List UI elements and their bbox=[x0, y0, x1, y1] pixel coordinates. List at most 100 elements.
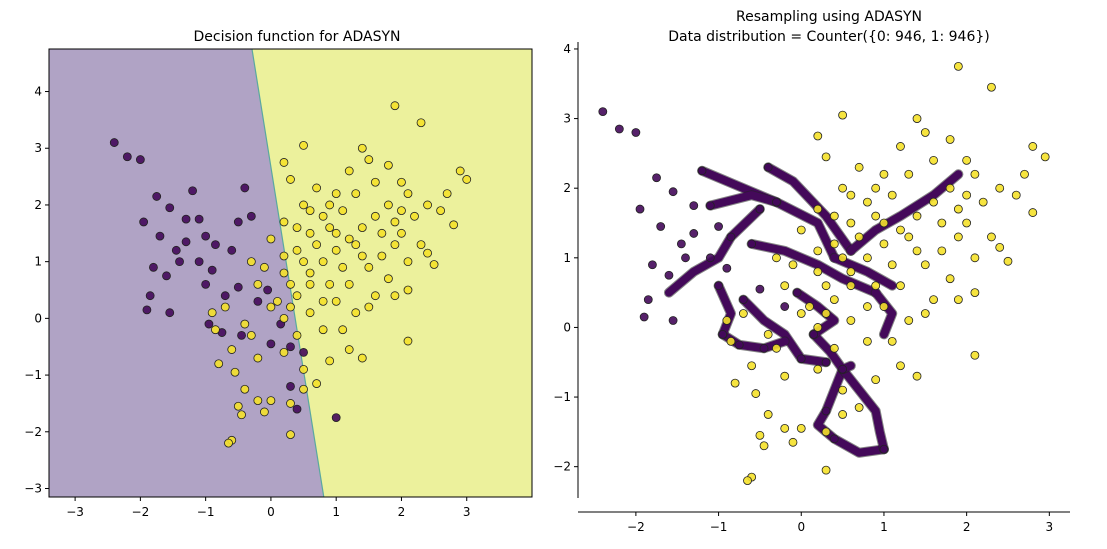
synthetic-sample-path bbox=[664, 205, 764, 297]
data-point-class-0 bbox=[237, 330, 246, 340]
data-point-class-0 bbox=[188, 186, 197, 196]
data-point-class-1 bbox=[863, 336, 872, 346]
data-point-class-1 bbox=[829, 211, 839, 221]
data-point-class-1 bbox=[763, 410, 773, 419]
data-point-class-0 bbox=[809, 329, 819, 339]
data-point-class-0 bbox=[772, 197, 781, 207]
data-point-class-1 bbox=[357, 143, 367, 153]
data-point-class-1 bbox=[821, 152, 831, 162]
data-point-class-1 bbox=[312, 379, 322, 388]
data-point-class-1 bbox=[863, 302, 872, 311]
data-point-class-1 bbox=[726, 336, 736, 346]
data-point-class-0 bbox=[734, 340, 744, 350]
data-point-class-1 bbox=[390, 101, 400, 111]
right-chart-subtitle: Data distribution = Counter({0: 946, 1: … bbox=[668, 29, 989, 45]
data-point-class-0 bbox=[286, 342, 295, 352]
data-point-class-1 bbox=[377, 251, 387, 261]
y-tick-label: 2 bbox=[563, 181, 571, 195]
x-tick-label: 3 bbox=[1046, 520, 1054, 534]
data-point-class-1 bbox=[829, 343, 839, 353]
data-point-class-1 bbox=[390, 217, 400, 227]
data-point-class-0 bbox=[211, 240, 220, 250]
data-point-class-1 bbox=[325, 356, 335, 366]
data-point-class-1 bbox=[286, 279, 295, 289]
data-point-class-0 bbox=[181, 237, 191, 247]
data-point-class-1 bbox=[416, 118, 426, 128]
data-point-class-1 bbox=[240, 319, 250, 329]
y-tick-label: 4 bbox=[563, 42, 571, 56]
data-point-class-1 bbox=[912, 211, 922, 221]
data-point-class-1 bbox=[462, 175, 472, 184]
data-point-class-0 bbox=[780, 302, 790, 311]
data-point-class-1 bbox=[266, 396, 276, 405]
data-point-class-0 bbox=[331, 413, 341, 423]
data-point-class-1 bbox=[813, 364, 823, 374]
data-point-class-1 bbox=[397, 177, 406, 187]
data-point-class-1 bbox=[945, 183, 955, 193]
data-point-class-1 bbox=[796, 423, 806, 433]
data-point-class-1 bbox=[410, 211, 419, 221]
data-point-class-0 bbox=[726, 232, 736, 242]
data-point-class-1 bbox=[351, 240, 361, 250]
data-point-class-1 bbox=[357, 223, 367, 233]
data-point-class-1 bbox=[838, 110, 848, 120]
data-point-class-1 bbox=[220, 302, 230, 312]
data-point-class-0 bbox=[705, 201, 715, 211]
data-point-class-1 bbox=[364, 155, 374, 164]
data-point-class-1 bbox=[305, 206, 315, 216]
data-point-class-1 bbox=[879, 239, 889, 249]
synthetic-sample-path bbox=[739, 295, 831, 367]
data-point-class-0 bbox=[246, 211, 256, 221]
data-point-class-1 bbox=[813, 267, 823, 277]
y-tick-label: −3 bbox=[24, 481, 42, 495]
data-point-class-1 bbox=[384, 274, 393, 284]
data-point-class-1 bbox=[230, 367, 240, 377]
data-point-class-0 bbox=[763, 162, 773, 172]
data-point-class-0 bbox=[162, 271, 171, 281]
data-point-class-1 bbox=[887, 190, 897, 200]
data-point-class-1 bbox=[286, 430, 295, 440]
data-point-class-1 bbox=[279, 313, 289, 323]
data-point-class-0 bbox=[292, 404, 302, 414]
data-point-class-1 bbox=[305, 279, 315, 289]
synthetic-sample-path bbox=[809, 330, 855, 374]
data-point-class-1 bbox=[351, 308, 361, 318]
data-point-class-0 bbox=[755, 284, 765, 294]
data-point-class-0 bbox=[253, 296, 263, 306]
y-tick-label: 3 bbox=[34, 141, 42, 155]
data-point-class-1 bbox=[871, 375, 881, 385]
data-point-class-1 bbox=[813, 246, 823, 256]
data-point-class-1 bbox=[912, 246, 922, 256]
data-point-class-0 bbox=[656, 222, 666, 231]
data-point-class-0 bbox=[838, 364, 848, 374]
data-point-class-1 bbox=[829, 239, 839, 249]
data-point-class-1 bbox=[995, 242, 1005, 252]
data-point-class-1 bbox=[455, 166, 465, 176]
data-point-class-1 bbox=[318, 296, 328, 306]
data-point-class-1 bbox=[904, 169, 914, 179]
data-point-class-1 bbox=[838, 183, 848, 193]
data-point-class-1 bbox=[357, 353, 367, 363]
data-point-class-1 bbox=[279, 268, 289, 278]
data-point-class-1 bbox=[1028, 142, 1038, 151]
data-point-class-1 bbox=[780, 371, 790, 381]
data-point-class-1 bbox=[846, 281, 856, 291]
left-chart-title: Decision function for ADASYN bbox=[194, 29, 401, 45]
data-point-class-1 bbox=[211, 325, 220, 335]
data-point-class-1 bbox=[772, 253, 781, 263]
data-point-class-1 bbox=[995, 183, 1005, 193]
data-point-class-1 bbox=[871, 211, 881, 221]
data-point-class-1 bbox=[331, 189, 341, 199]
data-point-class-1 bbox=[920, 260, 930, 270]
data-point-class-0 bbox=[220, 291, 230, 301]
synthetic-sample-path bbox=[871, 288, 897, 339]
y-tick-label: −2 bbox=[553, 460, 571, 474]
data-point-class-1 bbox=[331, 228, 341, 238]
data-point-class-1 bbox=[920, 128, 930, 137]
data-point-class-1 bbox=[233, 401, 243, 411]
x-tick-label: 3 bbox=[463, 505, 471, 519]
x-tick-label: −2 bbox=[627, 520, 645, 534]
y-tick-label: 0 bbox=[34, 311, 42, 325]
data-point-class-1 bbox=[344, 345, 354, 354]
data-point-class-0 bbox=[747, 239, 757, 249]
